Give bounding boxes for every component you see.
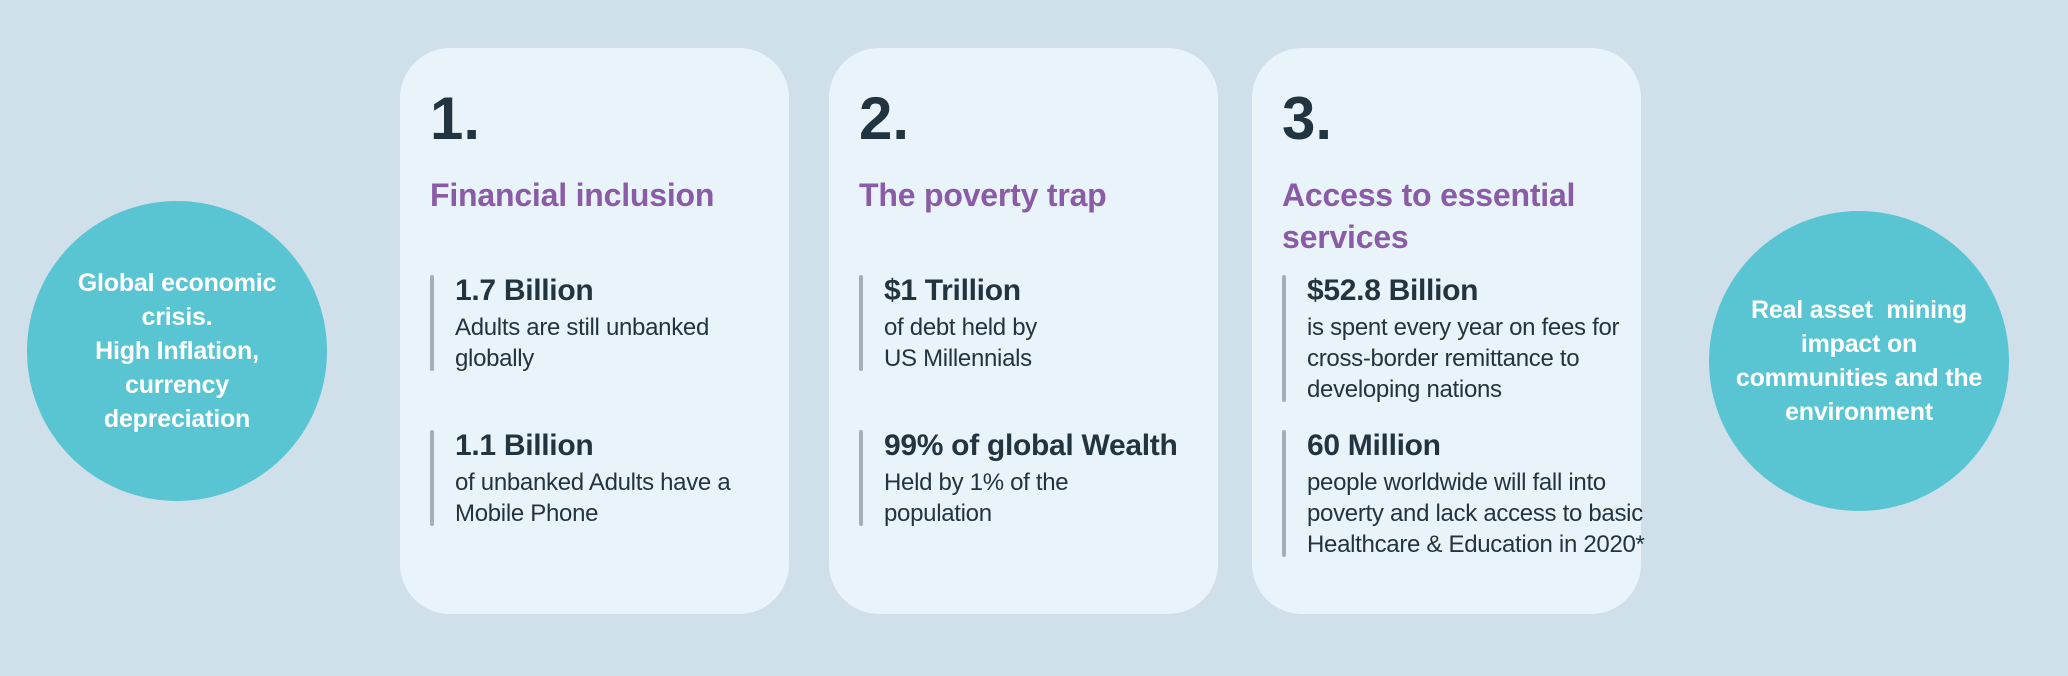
card-essential-services: 3. Access to essential services $52.8 Bi… [1252, 48, 1645, 614]
stat-description: is spent every year on fees for cross-bo… [1307, 314, 1620, 403]
card-title: The poverty trap [859, 177, 1107, 213]
stat-block: 1.1 Billion of unbanked Adults have a Mo… [430, 427, 731, 529]
right-circle-text: Real asset mining impact on communities … [1735, 296, 1983, 426]
card-title: Access to essential services [1282, 177, 1576, 255]
right-challenge-circle: Real asset mining impact on communities … [1709, 211, 2009, 511]
stat-accent-bar [430, 275, 434, 371]
stat-text: 60 Million people worldwide will fall in… [1286, 427, 1645, 560]
card-financial-inclusion: 1. Financial inclusion 1.7 Billion Adult… [400, 48, 789, 614]
stat-value: 1.1 Billion [455, 429, 594, 462]
stat-block: 60 Million people worldwide will fall in… [1282, 427, 1645, 560]
card-number: 1. [430, 85, 481, 152]
card-poverty-trap: 2. The poverty trap $1 Trillion of debt … [829, 48, 1218, 614]
card-number: 2. [859, 85, 910, 152]
stat-value: $1 Trillion [884, 274, 1021, 307]
stat-text: 1.7 Billion Adults are still unbanked gl… [434, 272, 709, 374]
stat-text: 1.1 Billion of unbanked Adults have a Mo… [434, 427, 731, 529]
stat-value: 99% of global Wealth [884, 429, 1178, 462]
stat-block: $52.8 Billion is spent every year on fee… [1282, 272, 1620, 405]
stat-text: 99% of global Wealth Held by 1% of the p… [863, 427, 1178, 529]
stat-block: 1.7 Billion Adults are still unbanked gl… [430, 272, 709, 374]
stat-description: people worldwide will fall into poverty … [1307, 469, 1645, 558]
left-challenge-circle: Global economic crisis. High Inflation, … [27, 201, 327, 501]
stat-accent-bar [1282, 430, 1286, 557]
card-title: Financial inclusion [430, 177, 715, 213]
stat-description: of unbanked Adults have a Mobile Phone [455, 469, 731, 527]
stat-text: $52.8 Billion is spent every year on fee… [1286, 272, 1620, 405]
stat-description: Adults are still unbanked globally [455, 314, 709, 372]
stat-value: 1.7 Billion [455, 274, 594, 307]
stat-description: of debt held by US Millennials [884, 314, 1037, 372]
stat-block: $1 Trillion of debt held by US Millennia… [859, 272, 1037, 374]
stat-accent-bar [430, 430, 434, 526]
stat-accent-bar [859, 275, 863, 371]
stat-text: $1 Trillion of debt held by US Millennia… [863, 272, 1037, 374]
card-number: 3. [1282, 85, 1333, 152]
stat-accent-bar [1282, 275, 1286, 402]
stat-value: $52.8 Billion [1307, 274, 1479, 307]
stat-description: Held by 1% of the population [884, 469, 1069, 527]
stat-block: 99% of global Wealth Held by 1% of the p… [859, 427, 1178, 529]
stat-accent-bar [859, 430, 863, 526]
left-circle-text: Global economic crisis. High Inflation, … [77, 269, 277, 433]
stat-value: 60 Million [1307, 429, 1441, 462]
